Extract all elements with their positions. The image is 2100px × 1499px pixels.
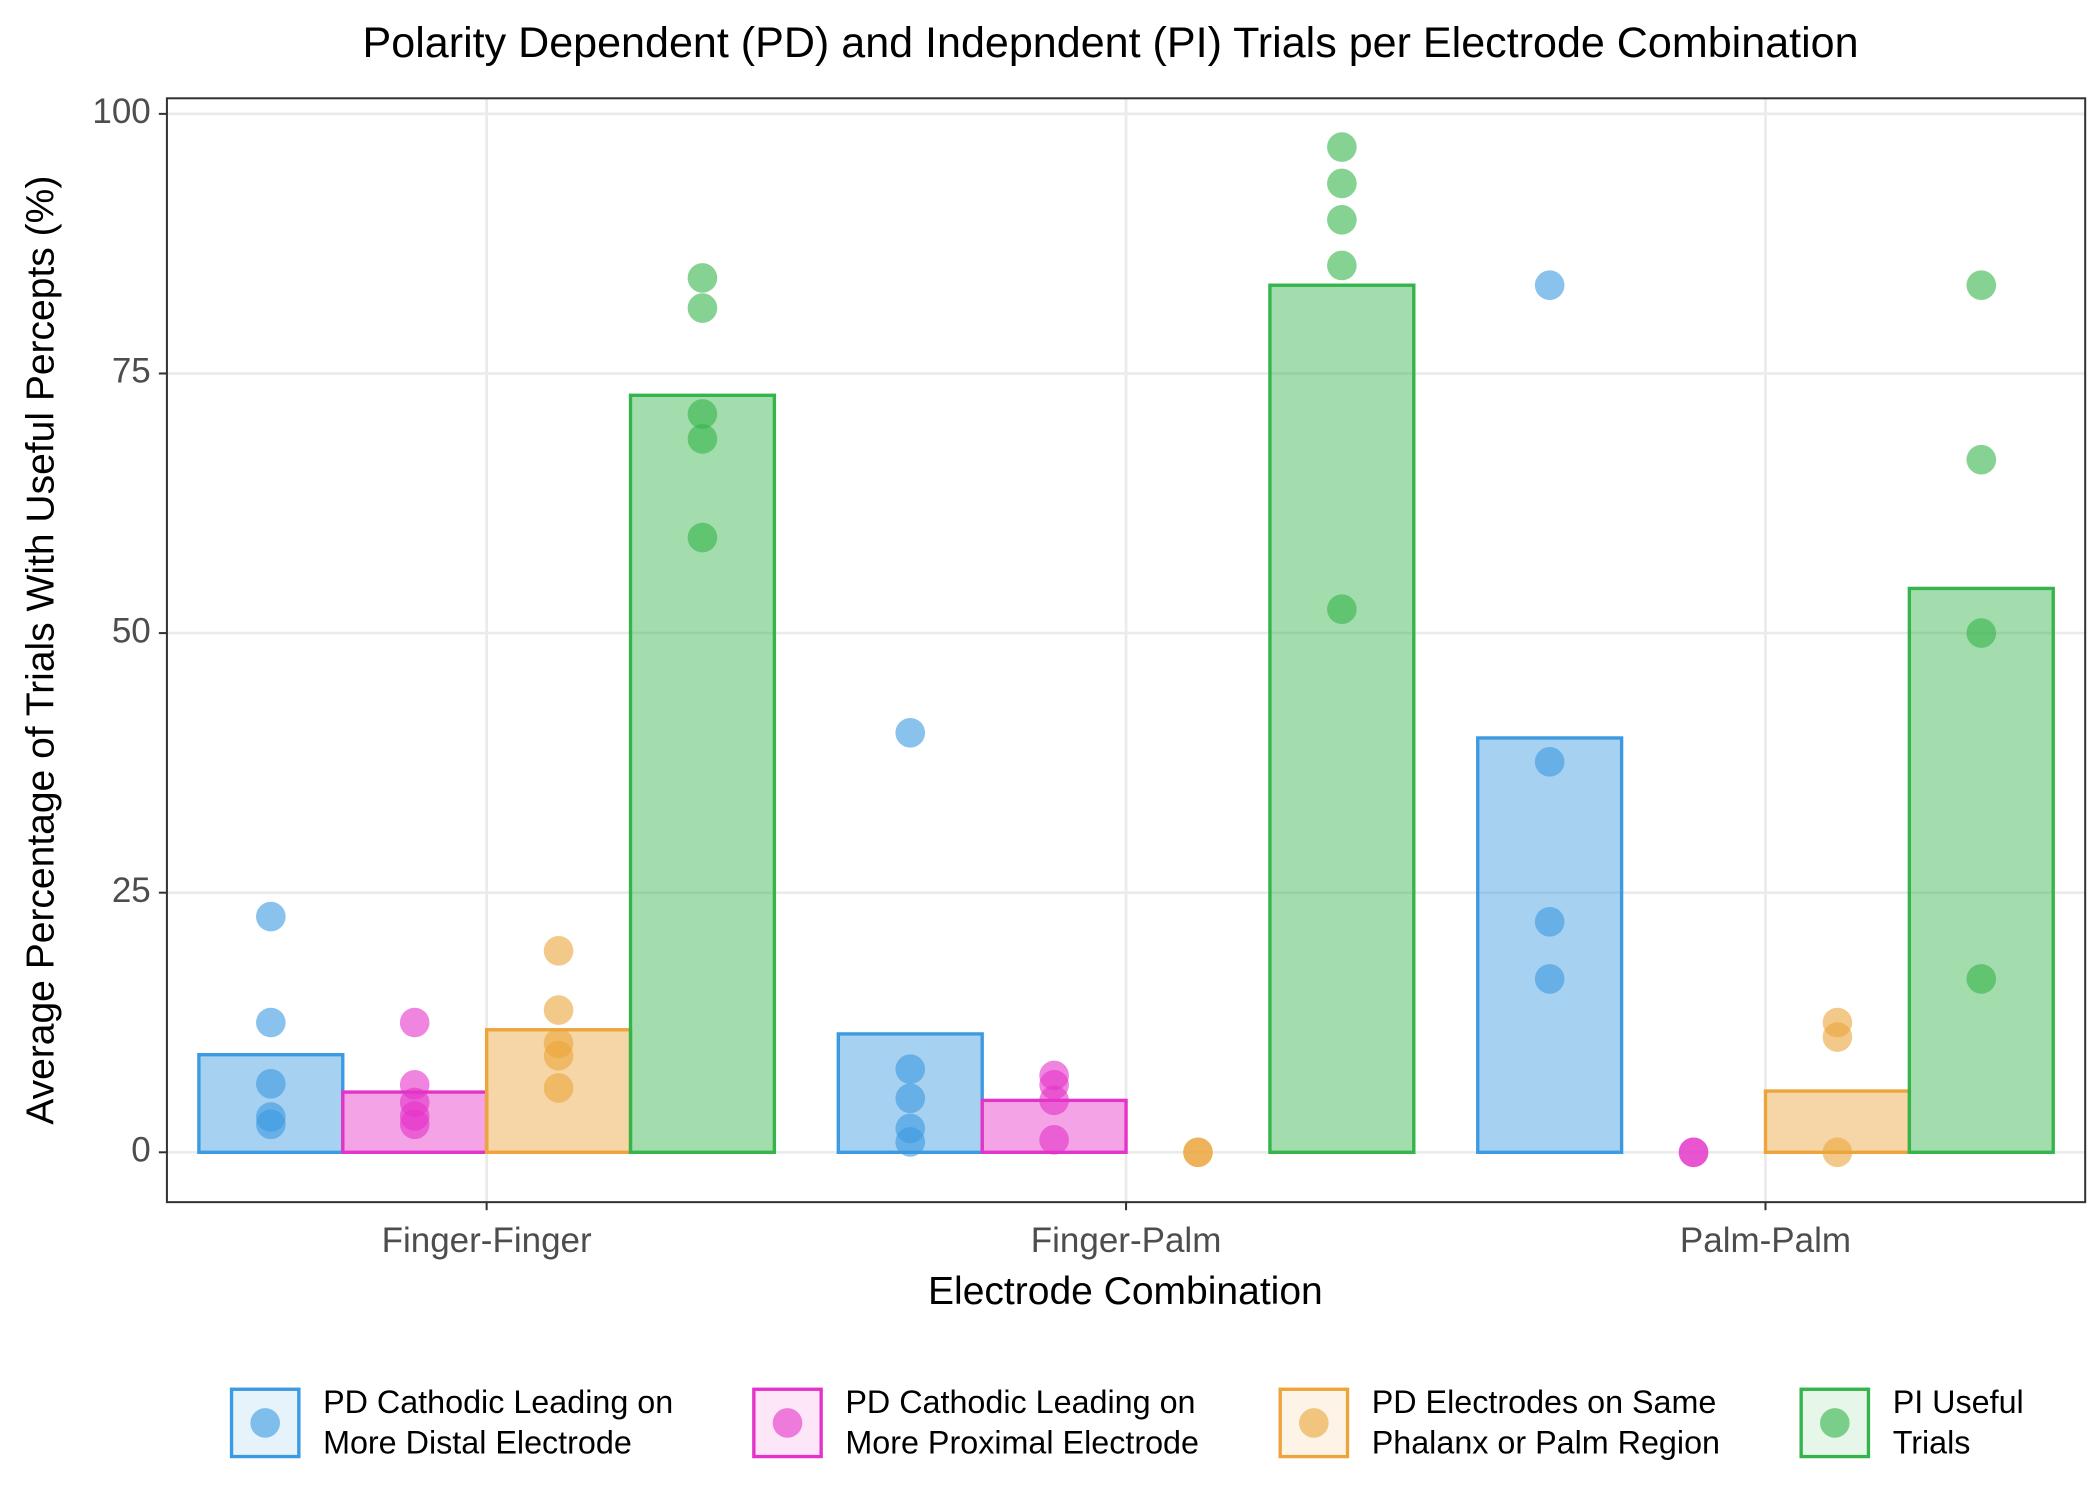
data-point — [895, 1127, 926, 1157]
data-point — [1327, 204, 1357, 235]
legend-key — [1799, 1387, 1871, 1459]
data-point — [1534, 270, 1565, 301]
data-point — [1327, 132, 1357, 162]
x-tick-label: Finger-Finger — [382, 1221, 592, 1260]
data-point — [1678, 1137, 1709, 1168]
bar — [1476, 736, 1624, 1154]
data-point — [1183, 1137, 1213, 1168]
panel-border — [165, 97, 2087, 1204]
legend-point — [1820, 1408, 1850, 1438]
data-point — [895, 1083, 926, 1114]
legend-label: PD Cathodic Leading on More Proximal Elec… — [845, 1384, 1199, 1460]
data-point — [687, 522, 718, 553]
data-point — [1966, 444, 1997, 475]
data-point — [543, 936, 574, 966]
data-point — [1966, 964, 1997, 994]
data-point — [543, 1040, 574, 1071]
data-point — [1039, 1085, 1069, 1116]
data-point — [543, 1073, 574, 1103]
bar — [1907, 586, 2055, 1154]
y-tick-label: 75 — [112, 352, 151, 391]
data-point — [1822, 1137, 1853, 1168]
data-point — [1327, 168, 1357, 199]
y-tick-label: 100 — [92, 92, 150, 131]
data-point — [1822, 1022, 1853, 1052]
data-point — [543, 995, 574, 1025]
legend-label: PD Cathodic Leading on More Distal Electr… — [323, 1384, 673, 1460]
data-point — [399, 1109, 430, 1140]
data-point — [1534, 906, 1565, 937]
data-point — [1327, 594, 1357, 625]
chart-title: Polarity Dependent (PD) and Indepndent (… — [363, 19, 1859, 67]
bar — [1268, 283, 1416, 1154]
bar — [628, 393, 777, 1154]
legend-point — [1299, 1408, 1329, 1438]
data-point — [687, 399, 718, 429]
data-point — [895, 717, 926, 748]
data-point — [1534, 747, 1565, 777]
y-tick-label: 50 — [112, 611, 151, 650]
legend-point — [772, 1408, 803, 1438]
y-tick-label: 25 — [112, 871, 151, 910]
data-point — [895, 1054, 926, 1085]
x-tick-label: Finger-Palm — [1031, 1221, 1222, 1260]
legend-label: PD Electrodes on Same Phalanx or Palm Reg… — [1372, 1384, 1720, 1460]
data-point — [399, 1007, 430, 1038]
data-point — [1966, 618, 1997, 648]
x-tick-label: Palm-Palm — [1680, 1221, 1851, 1260]
data-point — [687, 293, 718, 323]
legend-point — [250, 1408, 280, 1438]
data-point — [687, 424, 718, 454]
data-point — [256, 1068, 286, 1099]
y-axis-title: Average Percentage of Trials With Useful… — [19, 176, 62, 1125]
data-point — [1534, 964, 1565, 994]
data-point — [687, 263, 718, 293]
data-point — [1039, 1125, 1069, 1155]
data-point — [256, 901, 286, 932]
y-tick-label: 0 — [131, 1131, 150, 1170]
x-axis-title: Electrode Combination — [928, 1270, 1323, 1313]
data-point — [1327, 250, 1357, 281]
data-point — [256, 1007, 286, 1038]
legend-label: PI Useful Trials — [1893, 1384, 2024, 1460]
data-point — [1966, 270, 1997, 301]
data-point — [256, 1109, 286, 1140]
